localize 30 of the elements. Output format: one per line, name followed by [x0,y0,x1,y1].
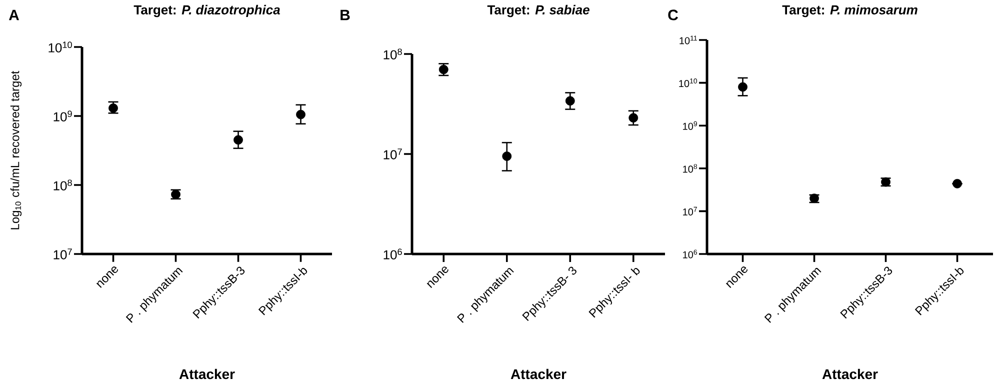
point [738,82,748,92]
y-tick-label: 10$^{10}$ [679,78,698,88]
text: B [340,10,350,20]
y-tick-label: 10$^{6}$ [384,248,402,260]
point [952,178,962,188]
y-tick-label: 10$^{8}$ [384,48,402,60]
x-axis-title: Attacker [510,368,566,380]
y-tick-label: 10$^{9}$ [54,110,72,122]
y-tick-label: 10$^{7}$ [54,248,72,260]
x-axis-title: Attacker [822,368,878,380]
y-tick-label: 10$^{9}$ [683,121,697,130]
chart-title: Target: P. sabiae [487,4,590,18]
y-tick-label: 10$^{7}$ [683,206,697,216]
y-tick-label: 10$^{7}$ [384,148,402,160]
y-tick-label: 10$^{6}$ [683,250,697,258]
y-tick-label: 10$^{8}$ [54,180,72,190]
point [502,152,512,161]
point [296,110,306,120]
point [234,135,243,145]
text: A [8,10,20,20]
y-axis-title: Log$_{10}$ cfu/mL recovered target [10,70,22,230]
point [565,96,575,106]
y-tick-label: 10$^{10}$ [48,42,72,52]
chart-title: Target: P. mimosarum [782,4,918,18]
y-tick-label: 10$^{8}$ [683,164,698,173]
y-tick-label: 10$^{11}$ [680,36,697,44]
x-axis-title: Attacker [179,368,235,380]
text: C [668,10,678,20]
chart-title: Target: P. diazotrophica [134,4,280,18]
point [628,113,638,123]
